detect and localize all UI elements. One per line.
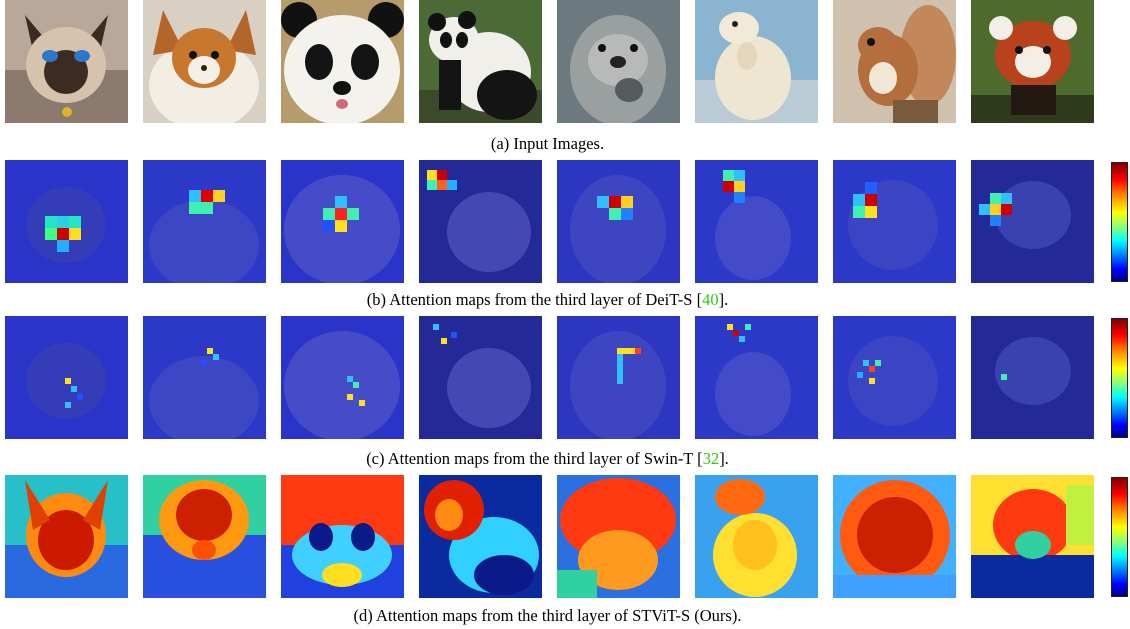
stvit-attention-map-panda-face bbox=[281, 475, 404, 598]
caption-a: (a) Input Images. bbox=[490, 134, 605, 153]
citation-link-40[interactable]: 40 bbox=[702, 290, 719, 309]
stvit-attention-map-panda-full bbox=[419, 475, 542, 598]
row-stvit-attention bbox=[0, 475, 1130, 599]
caption-b-end: ]. bbox=[718, 290, 729, 309]
swin-attention-map-squirrel bbox=[833, 316, 956, 439]
input-image-otter bbox=[557, 0, 680, 123]
input-image-panda-full bbox=[419, 0, 542, 123]
swin-attention-map-otter bbox=[557, 316, 680, 439]
deit-attention-map-panda-full bbox=[419, 160, 542, 283]
swin-attention-map-panda-full bbox=[419, 316, 542, 439]
stvit-attention-map-otter bbox=[557, 475, 680, 598]
caption-b: (b) Attention maps from the third layer … bbox=[0, 290, 1095, 310]
deit-attention-map-red-panda bbox=[971, 160, 1094, 283]
row-deit-attention bbox=[0, 160, 1130, 284]
stvit-attention-map-squirrel bbox=[833, 475, 956, 598]
swin-attention-map-polar-bear bbox=[695, 316, 818, 439]
input-image-cat bbox=[5, 0, 128, 123]
input-image-dog bbox=[143, 0, 266, 123]
caption-c-text: (c) Attention maps from the third layer … bbox=[366, 449, 703, 468]
row-input-images bbox=[0, 0, 1130, 124]
caption-d: (d) Attention maps from the third layer … bbox=[353, 606, 742, 625]
stvit-attention-map-dog bbox=[143, 475, 266, 598]
colorbar-c bbox=[1111, 318, 1128, 438]
input-image-squirrel bbox=[833, 0, 956, 123]
row-swin-attention bbox=[0, 316, 1130, 440]
colorbar-d bbox=[1111, 477, 1128, 597]
stvit-attention-map-polar-bear bbox=[695, 475, 818, 598]
deit-attention-map-polar-bear bbox=[695, 160, 818, 283]
deit-attention-map-dog bbox=[143, 160, 266, 283]
input-image-panda-face bbox=[281, 0, 404, 123]
colorbar-b bbox=[1111, 162, 1128, 282]
caption-c-end: ]. bbox=[719, 449, 729, 468]
deit-attention-map-cat bbox=[5, 160, 128, 283]
caption-b-text: (b) Attention maps from the third layer … bbox=[366, 290, 703, 309]
citation-link-32[interactable]: 32 bbox=[702, 449, 720, 468]
deit-attention-map-squirrel bbox=[833, 160, 956, 283]
caption-c: (c) Attention maps from the third layer … bbox=[0, 449, 1095, 469]
stvit-attention-map-cat bbox=[5, 475, 128, 598]
swin-attention-map-cat bbox=[5, 316, 128, 439]
swin-attention-map-dog bbox=[143, 316, 266, 439]
deit-attention-map-otter bbox=[557, 160, 680, 283]
input-image-polar-bear bbox=[695, 0, 818, 123]
stvit-attention-map-red-panda bbox=[971, 475, 1094, 598]
swin-attention-map-red-panda bbox=[971, 316, 1094, 439]
input-image-red-panda bbox=[971, 0, 1094, 123]
deit-attention-map-panda-face bbox=[281, 160, 404, 283]
swin-attention-map-panda-face bbox=[281, 316, 404, 439]
